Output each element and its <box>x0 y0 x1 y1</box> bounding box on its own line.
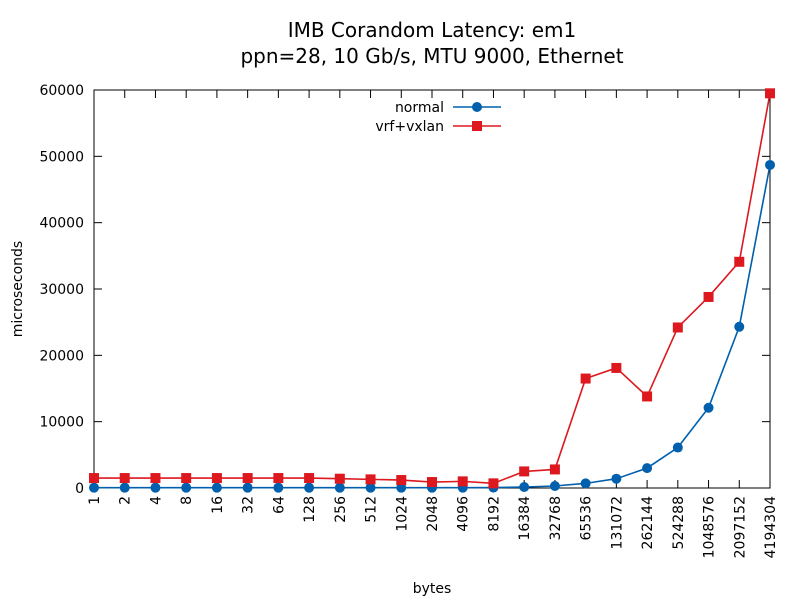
legend-label: normal <box>395 100 444 116</box>
series-normal <box>89 159 775 493</box>
y-tick-label: 20000 <box>39 348 84 364</box>
data-point <box>119 473 130 484</box>
data-point <box>580 478 591 489</box>
data-point <box>242 482 253 493</box>
x-axis: 1 2 4 8 16 32 64 128 256 512 1024 2048 4096 8192 16384… <box>87 90 779 558</box>
x-tick-label: 64 <box>271 496 287 514</box>
y-axis-label: microseconds <box>10 241 26 337</box>
x-tick-label: 128 <box>302 496 318 523</box>
data-point <box>211 482 222 493</box>
y-tick-label: 40000 <box>39 216 84 232</box>
data-point <box>334 482 345 493</box>
data-point <box>457 476 468 487</box>
data-point <box>396 482 407 493</box>
x-tick-label: 1024 <box>394 496 410 532</box>
data-point <box>150 482 161 493</box>
x-tick-label: 131072 <box>609 496 625 549</box>
series-line <box>94 93 771 485</box>
data-point <box>89 482 99 493</box>
data-point <box>672 322 683 333</box>
x-tick-label: 2 <box>118 496 134 505</box>
x-tick-label: 2097152 <box>732 496 748 558</box>
y-tick-label: 50000 <box>39 149 84 165</box>
x-tick-label: 4096 <box>456 496 472 532</box>
legend-marker <box>472 102 482 112</box>
y-tick-label: 10000 <box>39 415 84 431</box>
data-point <box>273 473 284 484</box>
data-point <box>642 391 653 402</box>
x-tick-label: 16 <box>210 496 226 514</box>
x-tick-label: 4 <box>148 496 164 505</box>
data-point <box>150 473 161 484</box>
data-point <box>549 464 560 475</box>
x-tick-label: 2048 <box>425 496 441 532</box>
data-point <box>242 473 253 484</box>
x-tick-label: 32 <box>241 496 257 514</box>
data-point <box>703 402 714 413</box>
y-axis: 0 10000 20000 30000 40000 50000 60000 <box>39 83 770 497</box>
x-tick-label: 32768 <box>548 496 564 541</box>
chart-title: IMB Corandom Latency: em1 <box>288 18 577 42</box>
data-point <box>211 473 222 484</box>
data-point <box>611 473 622 484</box>
chart-subtitle: ppn=28, 10 Gb/s, MTU 9000, Ethernet <box>240 44 623 68</box>
data-point <box>396 475 407 486</box>
x-axis-label: bytes <box>413 581 452 597</box>
x-tick-label: 1 <box>87 496 103 505</box>
x-tick-label: 65536 <box>579 496 595 541</box>
data-point <box>611 362 622 373</box>
x-tick-label: 8192 <box>486 496 502 532</box>
data-point <box>304 482 315 493</box>
data-point <box>181 482 192 493</box>
series-group <box>89 88 775 493</box>
legend-marker <box>472 121 482 131</box>
y-tick-label: 60000 <box>39 83 84 99</box>
data-point <box>549 481 560 492</box>
x-tick-label: 512 <box>364 496 380 523</box>
data-point <box>181 473 192 484</box>
data-point <box>642 463 653 474</box>
data-point <box>765 159 775 170</box>
data-point <box>89 473 99 484</box>
data-point <box>519 482 530 493</box>
data-point <box>273 482 284 493</box>
legend: normal vrf+vxlan <box>375 100 501 135</box>
series-line <box>94 164 771 489</box>
x-tick-label: 262144 <box>640 496 656 550</box>
data-point <box>734 256 745 267</box>
data-point <box>119 482 130 493</box>
data-point <box>334 473 345 484</box>
data-point <box>427 477 437 488</box>
legend-label: vrf+vxlan <box>375 119 444 135</box>
data-point <box>703 291 714 302</box>
data-point <box>488 478 499 489</box>
data-point <box>672 442 683 453</box>
x-tick-label: 8 <box>179 496 195 505</box>
series-vrf-vxlan <box>89 88 775 489</box>
data-point <box>365 474 376 485</box>
data-point <box>765 88 775 99</box>
x-tick-label: 524288 <box>671 496 687 549</box>
plot-frame <box>93 89 771 489</box>
data-point <box>304 473 315 484</box>
x-tick-label: 16384 <box>517 496 533 541</box>
data-point <box>365 482 376 493</box>
y-tick-label: 30000 <box>39 282 84 298</box>
x-tick-label: 1048576 <box>702 496 718 558</box>
x-tick-label: 256 <box>333 496 349 523</box>
data-point <box>519 466 530 477</box>
y-tick-label: 0 <box>75 481 84 497</box>
x-tick-label: 4194304 <box>763 496 779 558</box>
data-point <box>580 373 591 384</box>
data-point <box>734 321 745 332</box>
